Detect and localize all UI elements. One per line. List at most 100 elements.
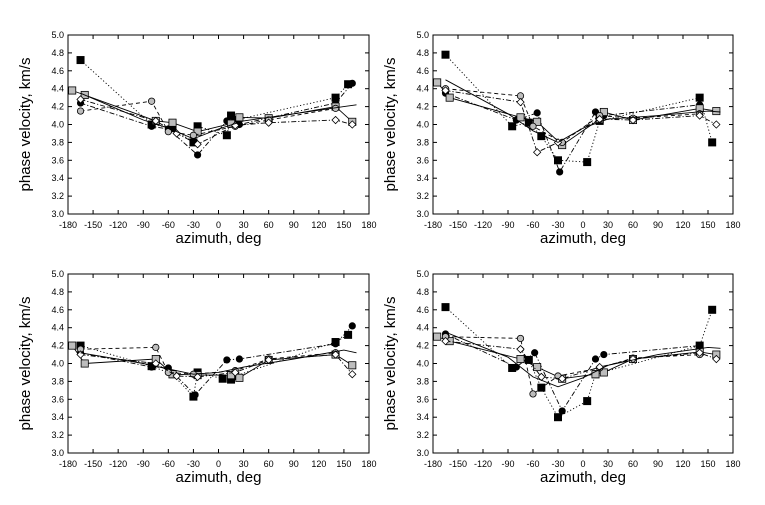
y-tick-label: 3.6: [416, 394, 429, 404]
data-point: [76, 95, 85, 104]
data-point: [193, 151, 202, 159]
x-tick-label: 120: [311, 459, 326, 469]
data-point: [441, 303, 450, 312]
data-point: [595, 114, 604, 124]
series-line-3: [437, 336, 717, 380]
data-point: [591, 370, 600, 379]
y-tick-label: 4.2: [51, 341, 64, 351]
data-point: [222, 131, 231, 140]
x-tick-label: -60: [526, 459, 539, 469]
plot-frame: [432, 273, 734, 454]
y-tick-label: 3.4: [416, 412, 429, 422]
y-tick-label: 4.6: [51, 66, 64, 76]
series-line-1: [80, 59, 349, 144]
x-tick-label: -180: [59, 459, 77, 469]
chart-panel-2: -180 -150 -120 -90 -60 -30 0 30 60 90 120 150 180 3.0…: [382, 30, 741, 247]
data-point: [76, 56, 85, 65]
x-tick-label: -120: [109, 220, 127, 230]
data-point: [558, 407, 566, 415]
data-point: [193, 372, 202, 382]
data-point: [193, 140, 202, 149]
y-tick-label: 3.6: [51, 394, 64, 404]
chart-panel-3: -180 -150 -120 -90 -60 -30 0 30 60 90 120 150 180 3.0…: [17, 269, 377, 486]
x-tick-label: 30: [239, 459, 249, 469]
y-tick-label: 3.0: [51, 209, 64, 219]
x-tick-label: -60: [162, 459, 175, 469]
series-line-1: [445, 54, 713, 163]
data-point: [264, 355, 273, 365]
data-point: [348, 79, 356, 87]
series-line-4: [80, 346, 336, 375]
data-point: [441, 86, 450, 95]
series-line-5: [80, 354, 353, 378]
x-tick-label: -30: [551, 220, 564, 230]
data-point: [193, 127, 202, 136]
y-tick-label: 3.2: [51, 191, 64, 201]
x-tick-label: 120: [675, 220, 690, 230]
data-point: [223, 356, 231, 364]
x-tick-label: 150: [336, 220, 351, 230]
x-tick-label: -150: [84, 220, 102, 230]
x-tick-label: -60: [526, 220, 539, 230]
y-tick-label: 3.0: [416, 209, 429, 219]
data-point: [695, 111, 704, 120]
series-line-6: [445, 331, 721, 388]
data-point: [531, 349, 539, 357]
plot-frame: [432, 34, 734, 215]
data-point: [445, 93, 454, 102]
data-point: [441, 336, 450, 346]
y-tick-label: 3.8: [51, 376, 64, 386]
y-tick-label: 5.0: [416, 269, 429, 279]
x-tick-label: 120: [311, 220, 326, 230]
y-tick-label: 3.6: [51, 155, 64, 165]
x-tick-label: -150: [84, 459, 102, 469]
y-tick-label: 4.6: [416, 66, 429, 76]
data-point: [516, 334, 525, 343]
x-tick-label: 30: [603, 220, 613, 230]
data-point: [331, 340, 340, 348]
x-tick-label: 180: [725, 220, 740, 230]
series-line-2: [445, 92, 700, 173]
x-tick-label: -30: [187, 220, 200, 230]
y-tick-label: 3.8: [51, 137, 64, 147]
data-point: [516, 355, 525, 364]
x-tick-label: 30: [603, 459, 613, 469]
x-tick-label: 0: [216, 459, 221, 469]
data-point: [235, 113, 244, 122]
data-point: [712, 120, 721, 129]
data-point: [235, 373, 244, 382]
x-tick-label: -90: [137, 459, 150, 469]
x-tick-label: 60: [264, 220, 274, 230]
data-point: [628, 115, 638, 125]
data-point: [76, 107, 85, 115]
data-point: [512, 363, 520, 371]
data-point: [516, 113, 525, 122]
x-tick-label: -120: [109, 459, 127, 469]
y-tick-label: 4.8: [416, 287, 429, 297]
x-tick-label: -120: [474, 459, 492, 469]
series-line-2: [80, 325, 353, 396]
y-axis-label: phase velocity, km/s: [382, 58, 399, 192]
x-axis-label: azimuth, deg: [176, 230, 262, 247]
x-tick-label: -180: [424, 220, 442, 230]
y-tick-label: 4.8: [51, 48, 64, 58]
y-tick-label: 4.2: [416, 341, 429, 351]
y-tick-label: 4.0: [51, 359, 64, 369]
data-point: [533, 363, 542, 372]
x-tick-label: -150: [449, 220, 467, 230]
data-point: [331, 350, 340, 359]
data-point: [554, 413, 563, 422]
data-point: [556, 168, 564, 176]
data-point: [331, 115, 340, 125]
x-tick-label: 0: [216, 220, 221, 230]
y-tick-label: 4.4: [51, 84, 64, 94]
data-point: [695, 93, 704, 102]
y-tick-label: 4.2: [51, 102, 64, 112]
series-line-2: [80, 83, 353, 156]
data-point: [227, 111, 236, 120]
data-point: [516, 97, 525, 107]
x-axis-label: azimuth, deg: [540, 469, 626, 486]
y-tick-label: 3.2: [416, 191, 429, 201]
data-point: [599, 368, 608, 377]
data-point: [600, 350, 608, 359]
